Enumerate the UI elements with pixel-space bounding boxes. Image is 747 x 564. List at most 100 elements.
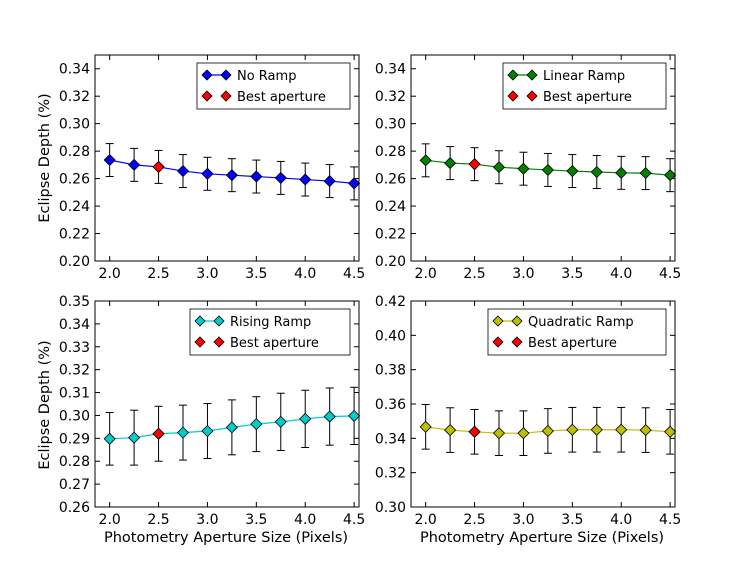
legend-label: Best aperture bbox=[237, 90, 326, 105]
data-point bbox=[103, 153, 116, 167]
data-point bbox=[250, 418, 263, 431]
data-point bbox=[225, 169, 238, 182]
ytick-label: 0.33 bbox=[59, 340, 90, 356]
data-point bbox=[348, 177, 361, 190]
xtick-label: 4.5 bbox=[659, 266, 681, 282]
legend: Quadratic Ramp Best aperture bbox=[487, 308, 667, 356]
legend-marker bbox=[194, 336, 206, 348]
best-aperture-point bbox=[152, 427, 165, 440]
data-point bbox=[274, 415, 287, 428]
data-point bbox=[103, 432, 116, 445]
xtick-label: 2.0 bbox=[99, 512, 121, 528]
data-point bbox=[274, 171, 287, 184]
data-point bbox=[419, 420, 432, 433]
ytick-label: 0.24 bbox=[59, 199, 90, 215]
panel-bottom-right: 0.30 0.32 0.34 0.36 0.38 0.40 0.42 2.0 2.5 3.0 3.5… bbox=[375, 294, 681, 528]
ytick-label: 0.34 bbox=[375, 431, 406, 447]
legend-marker bbox=[220, 90, 232, 102]
xtick-label: 3.5 bbox=[561, 266, 583, 282]
legend: Rising Ramp Best aperture bbox=[189, 308, 351, 356]
xtick-label: 2.5 bbox=[463, 512, 485, 528]
ytick-label: 0.30 bbox=[59, 117, 90, 133]
best-aperture-point bbox=[468, 425, 481, 438]
ytick-label: 0.30 bbox=[375, 500, 406, 516]
data-point bbox=[541, 424, 554, 438]
data-point bbox=[225, 421, 238, 434]
ytick-label: 0.42 bbox=[375, 294, 406, 310]
legend-marker bbox=[492, 336, 504, 348]
xtick-label: 4.5 bbox=[659, 512, 681, 528]
best-aperture-point bbox=[468, 158, 481, 171]
legend-marker bbox=[201, 90, 213, 102]
xtick-label: 2.0 bbox=[99, 266, 121, 282]
data-point bbox=[299, 412, 312, 425]
ytick-label: 0.30 bbox=[375, 117, 406, 133]
xtick-label: 4.5 bbox=[343, 512, 365, 528]
ytick-label: 0.35 bbox=[59, 294, 90, 310]
ylabel-top: Eclipse Depth (%) bbox=[37, 93, 53, 222]
xlabel-right: Photometry Aperture Size (Pixels) bbox=[420, 530, 664, 546]
data-point bbox=[566, 164, 579, 178]
data-point bbox=[492, 427, 506, 440]
data-point bbox=[444, 157, 457, 170]
ytick-label: 0.20 bbox=[59, 254, 90, 270]
data-point bbox=[201, 167, 214, 180]
legend-label: Rising Ramp bbox=[230, 315, 311, 330]
xtick-label: 3.5 bbox=[245, 266, 267, 282]
xtick-label: 2.5 bbox=[463, 266, 485, 282]
legend-marker bbox=[220, 69, 232, 81]
legend-marker bbox=[194, 315, 206, 327]
panel-bottom-left: 0.26 0.27 0.28 0.29 0.30 0.31 0.32 0.33 0.34 0.35… bbox=[59, 294, 365, 528]
legend-marker bbox=[526, 90, 538, 102]
xtick-label: 4.0 bbox=[610, 512, 632, 528]
legend-marker bbox=[507, 69, 519, 81]
legend-marker bbox=[511, 315, 523, 327]
data-point bbox=[128, 431, 141, 444]
ytick-label: 0.22 bbox=[59, 227, 90, 243]
xtick-label: 2.0 bbox=[415, 512, 437, 528]
legend-marker bbox=[201, 69, 213, 81]
data-point bbox=[128, 158, 141, 171]
ytick-label: 0.34 bbox=[375, 62, 406, 78]
ytick-label: 0.32 bbox=[59, 363, 90, 379]
legend-label: Best aperture bbox=[528, 336, 617, 351]
legend-label: Linear Ramp bbox=[543, 69, 625, 84]
data-point bbox=[541, 163, 554, 177]
ytick-label: 0.27 bbox=[59, 477, 90, 493]
legend-label: Quadratic Ramp bbox=[528, 315, 634, 330]
ylabel-bottom: Eclipse Depth (%) bbox=[37, 340, 53, 469]
legend-label: Best aperture bbox=[230, 336, 319, 351]
data-point bbox=[348, 409, 361, 422]
ytick-label: 0.31 bbox=[59, 386, 90, 402]
ytick-label: 0.29 bbox=[59, 431, 90, 447]
legend-marker bbox=[213, 336, 225, 348]
ytick-label: 0.22 bbox=[375, 227, 406, 243]
ytick-label: 0.32 bbox=[59, 89, 90, 105]
legend-marker bbox=[492, 315, 504, 327]
ytick-label: 0.34 bbox=[59, 317, 90, 333]
ytick-label: 0.36 bbox=[375, 397, 406, 413]
legend-box bbox=[502, 62, 667, 110]
data-point bbox=[664, 425, 677, 438]
data-point bbox=[615, 423, 628, 436]
data-point bbox=[176, 164, 190, 178]
xtick-label: 4.0 bbox=[610, 266, 632, 282]
ytick-label: 0.28 bbox=[59, 454, 90, 470]
xtick-label: 4.5 bbox=[343, 266, 365, 282]
data-point bbox=[517, 427, 530, 440]
data-point bbox=[176, 426, 190, 439]
data-point bbox=[639, 167, 652, 180]
data-point bbox=[419, 154, 432, 167]
xtick-label: 3.0 bbox=[512, 512, 534, 528]
panel-top-left: 0.20 0.22 0.24 0.26 0.28 0.30 0.32 0.34 2.0 2.5 3.… bbox=[59, 54, 365, 282]
data-point bbox=[201, 424, 214, 438]
ytick-label: 0.26 bbox=[59, 172, 90, 188]
best-aperture-point bbox=[152, 160, 165, 173]
plot-frame bbox=[410, 300, 676, 508]
data-point bbox=[517, 162, 530, 175]
data-point bbox=[444, 424, 457, 437]
data-point bbox=[664, 169, 677, 182]
panel-top-right: 0.20 0.22 0.24 0.26 0.28 0.30 0.32 0.34 2.0 2.5 3.… bbox=[375, 54, 681, 282]
legend: Linear Ramp Best aperture bbox=[502, 62, 667, 110]
